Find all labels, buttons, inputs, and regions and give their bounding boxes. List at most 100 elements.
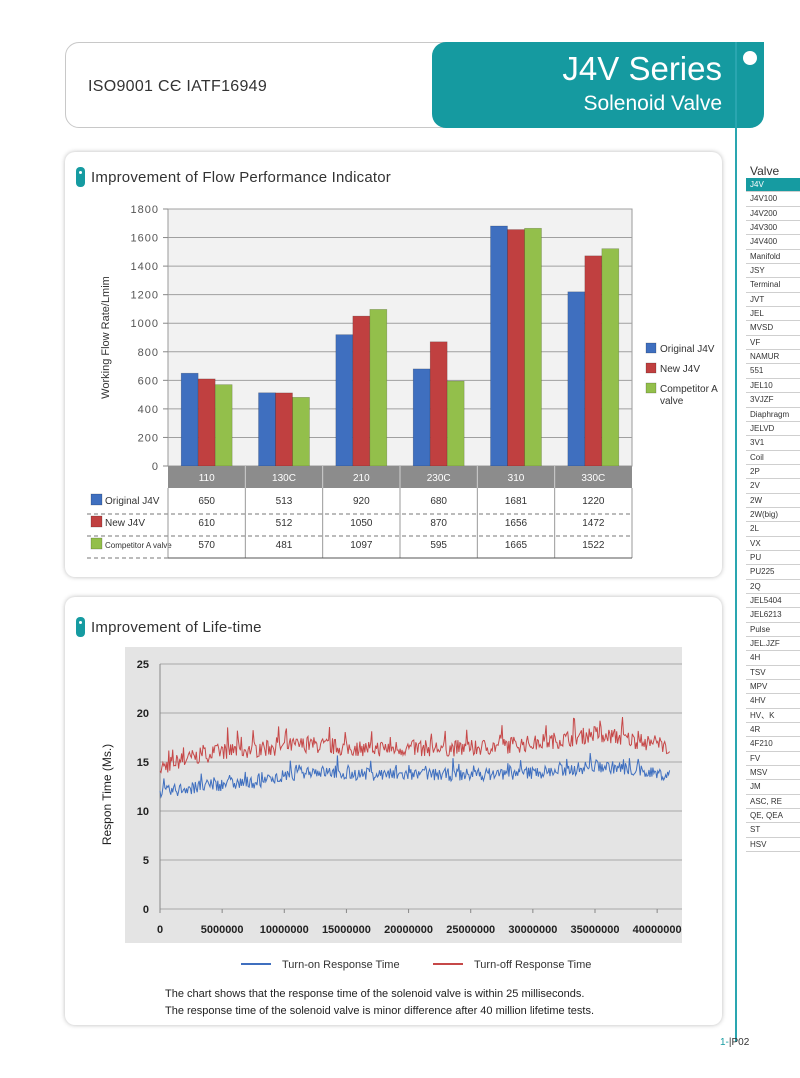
sidebar-item-coil[interactable]: Coil [746, 451, 800, 465]
table-row-label: Competitor A valve [105, 541, 172, 550]
sidebar-item-vf[interactable]: VF [746, 336, 800, 351]
turn-on-series-line [159, 752, 671, 799]
sidebar-item-mpv[interactable]: MPV [746, 680, 800, 695]
table-value: 481 [276, 540, 293, 551]
sidebar-item-qe-qea[interactable]: QE, QEA [746, 809, 800, 824]
x-tick-label: 30000000 [508, 924, 557, 936]
sidebar-item-j4v300[interactable]: J4V300 [746, 221, 800, 236]
legend-label: Turn-on Response Time [282, 959, 400, 971]
table-row-label: New J4V [105, 518, 145, 529]
legend-label: New J4V [660, 364, 700, 375]
sidebar-item-jel[interactable]: JEL [746, 307, 800, 322]
table-value: 920 [353, 496, 370, 507]
sidebar-item-pu[interactable]: PU [746, 551, 800, 566]
x-tick-label: 15000000 [322, 924, 371, 936]
sidebar-item-st[interactable]: ST [746, 823, 800, 838]
sidebar-item-hv-k[interactable]: HV、K [746, 709, 800, 724]
bar-new-j4v [352, 315, 371, 467]
y-tick-label: 20 [137, 708, 149, 720]
sidebar-item-vx[interactable]: VX [746, 537, 800, 551]
sidebar-item-2v[interactable]: 2V [746, 479, 800, 494]
sidebar-item-jm[interactable]: JM [746, 780, 800, 795]
section-marker-icon [76, 167, 85, 187]
bar-competitor-a-valve [214, 384, 233, 467]
sidebar-item-jelvd[interactable]: JELVD [746, 422, 800, 437]
sidebar-item-4f210[interactable]: 4F210 [746, 737, 800, 752]
bar-new-j4v [584, 255, 603, 467]
sidebar-item-jel5404[interactable]: JEL5404 [746, 594, 800, 609]
sidebar-item-namur[interactable]: NAMUR [746, 350, 800, 365]
sidebar-item-hsv[interactable]: HSV [746, 838, 800, 853]
table-swatch [90, 493, 103, 506]
table-value: 1097 [350, 540, 373, 551]
sidebar-item-551[interactable]: 551 [746, 364, 800, 379]
sidebar-item-jel-jzf[interactable]: JEL.JZF [746, 637, 800, 652]
sidebar-item-j4v100[interactable]: J4V100 [746, 192, 800, 207]
sidebar-item-terminal[interactable]: Terminal [746, 278, 800, 293]
y-tick-label: 1000 [131, 318, 159, 330]
sidebar-item-4r[interactable]: 4R [746, 723, 800, 738]
sidebar-item-2l[interactable]: 2L [746, 522, 800, 537]
lifetime-line-chart: 0 5 10 15 20 25 0 5000000 10000000 15000000 200000… [100, 647, 682, 971]
sidebar-item-pu225[interactable]: PU225 [746, 565, 800, 580]
sidebar-item-mvsd[interactable]: MVSD [746, 321, 800, 336]
y-tick-label: 25 [137, 659, 149, 671]
y-tick-label: 1400 [131, 261, 159, 273]
lifetime-section-title: Improvement of Life-time [91, 619, 262, 636]
sidebar-item-2q[interactable]: 2Q [746, 580, 800, 594]
sidebar-item-j4v400[interactable]: J4V400 [746, 235, 800, 250]
bar-competitor-a-valve [446, 380, 465, 467]
legend-label: valve [660, 396, 684, 407]
sidebar-item-3v1[interactable]: 3V1 [746, 436, 800, 451]
note-line-1: The chart shows that the response time o… [165, 988, 585, 1000]
bar-new-j4v [275, 392, 293, 467]
bar-competitor-a-valve [601, 248, 620, 467]
table-value: 610 [198, 518, 215, 529]
sidebar-item-3vjzf[interactable]: 3VJZF [746, 393, 800, 408]
sidebar-item-jel6213[interactable]: JEL6213 [746, 608, 800, 623]
sidebar-item-4h[interactable]: 4H [746, 651, 800, 666]
bar-original-j4v [567, 291, 586, 467]
flow-section-title: Improvement of Flow Performance Indicato… [91, 169, 391, 186]
sidebar-item-jsy[interactable]: JSY [746, 264, 800, 279]
x-tick-label: 10000000 [260, 924, 309, 936]
sidebar-item-manifold[interactable]: Manifold [746, 250, 800, 265]
sidebar-item-pulse[interactable]: Pulse [746, 623, 800, 637]
table-value: 1472 [582, 518, 605, 529]
header-dot-icon [743, 51, 757, 65]
sidebar-item-jel10[interactable]: JEL10 [746, 379, 800, 394]
plot-area [167, 208, 633, 467]
sidebar-item-2w[interactable]: 2W [746, 494, 800, 508]
table-swatch [90, 515, 103, 528]
sidebar-item-diaphragm[interactable]: Diaphragm [746, 408, 800, 422]
sidebar-item-4hv[interactable]: 4HV [746, 694, 800, 709]
bar-original-j4v [490, 225, 508, 467]
table-value: 870 [430, 518, 447, 529]
sidebar-item-fv[interactable]: FV [746, 752, 800, 767]
note-line-2: The response time of the solenoid valve … [165, 1005, 594, 1017]
bar-original-j4v [180, 372, 199, 467]
y-tick-label: 1600 [131, 233, 159, 245]
y-tick-label: 1800 [131, 204, 159, 216]
bar-original-j4v [258, 392, 276, 467]
y-axis-title: Respon Time (Ms.) [100, 744, 114, 845]
y-tick-label: 5 [143, 855, 149, 867]
sidebar-item-2w-big-[interactable]: 2W(big) [746, 508, 800, 523]
flow-bar-chart: 0 200 400 600 800 1000 1200 1400 1600 1800 Working… [87, 204, 718, 559]
sidebar-item-j4v200[interactable]: J4V200 [746, 207, 800, 222]
bar-new-j4v [197, 378, 216, 467]
sidebar-item-2p[interactable]: 2P [746, 465, 800, 480]
sidebar-item-j4v[interactable]: J4V [746, 178, 800, 193]
bar-competitor-a-valve [292, 397, 310, 467]
x-tick-label: 20000000 [384, 924, 433, 936]
x-tick-label: 25000000 [446, 924, 495, 936]
bar-original-j4v [412, 368, 431, 467]
table-value: 1220 [582, 496, 605, 507]
sidebar-item-asc-re[interactable]: ASC, RE [746, 795, 800, 810]
sidebar-heading: Valve [750, 164, 780, 178]
sidebar-item-msv[interactable]: MSV [746, 766, 800, 781]
sidebar-item-jvt[interactable]: JVT [746, 293, 800, 308]
sidebar-item-tsv[interactable]: TSV [746, 666, 800, 681]
y-tick-label: 200 [138, 432, 159, 444]
page-number: 1-|P02 [720, 1037, 749, 1048]
